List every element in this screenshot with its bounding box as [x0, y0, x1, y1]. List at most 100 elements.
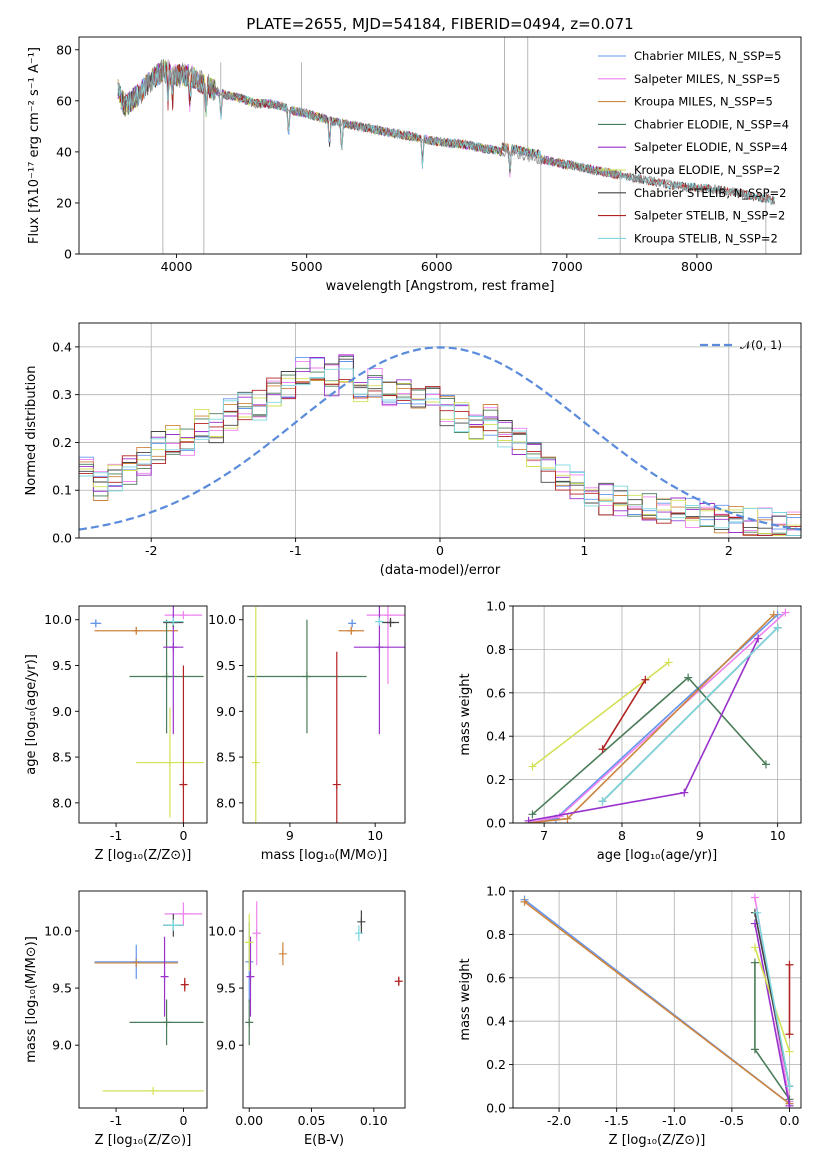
data-point [132, 958, 141, 967]
y-axis-label: mass weight [458, 958, 473, 1040]
plot-frame [512, 890, 802, 1109]
x-tick-label: 8000 [681, 259, 713, 274]
x-tick-label: 8 [618, 828, 626, 843]
data-point [165, 758, 174, 767]
y-tick-label: 0.8 [486, 927, 506, 942]
series-marker [684, 673, 693, 682]
y-tick-label: 0.8 [486, 642, 506, 657]
x-tick-label: 4000 [161, 259, 193, 274]
x-tick-label: -1.0 [662, 1113, 686, 1128]
series-marker [680, 788, 689, 797]
plot-area [90, 606, 204, 823]
plot-area [79, 346, 801, 537]
x-tick-label: -1 [110, 1113, 122, 1128]
series-marker [753, 908, 762, 917]
x-tick-label: 0.05 [298, 1113, 326, 1128]
legend-label: Salpeter STELIB, N_SSP=2 [634, 209, 785, 223]
y-tick-label: 0.6 [486, 970, 506, 985]
series-marker [598, 797, 607, 806]
data-point [246, 972, 255, 981]
data-point [357, 917, 366, 926]
series-marker [520, 897, 529, 906]
data-point [169, 617, 178, 626]
y-tick-label: 0.2 [486, 772, 506, 787]
x-tick-label: -2 [145, 543, 157, 558]
y-axis-label: Flux [fλ10⁻¹⁷ erg cm⁻² s⁻¹ A⁻¹] [27, 47, 42, 244]
series-marker [785, 1101, 794, 1108]
y-tick-label: 0.0 [486, 816, 506, 831]
x-tick-label: 10 [367, 828, 383, 843]
series-marker [528, 762, 537, 771]
y-tick-label: 0.6 [486, 685, 506, 700]
y-tick-label: 8.0 [52, 795, 72, 810]
x-tick-label: 9 [286, 828, 294, 843]
y-tick-label: 9.0 [216, 1038, 236, 1053]
data-point [348, 619, 357, 628]
data-point [179, 611, 188, 620]
data-point [332, 780, 341, 789]
y-tick-label: 0.0 [52, 531, 72, 546]
histogram-step [79, 368, 801, 537]
x-tick-label: 2 [725, 543, 733, 558]
y-tick-label: 0.4 [486, 1014, 506, 1029]
x-tick-label: 5000 [291, 259, 323, 274]
series-marker [781, 608, 790, 617]
y-tick-label: 8.0 [216, 795, 236, 810]
x-axis-label: Z [log₁₀(Z/Z⊙)] [609, 1133, 706, 1148]
y-tick-label: 10.0 [44, 612, 72, 627]
legend-label: Kroupa STELIB, N_SSP=2 [634, 231, 778, 245]
x-tick-label: -0.5 [720, 1113, 744, 1128]
y-tick-label: 0.2 [486, 1057, 506, 1072]
series-marker [750, 1045, 759, 1054]
y-tick-label: 0.1 [52, 483, 72, 498]
plot-area [520, 893, 794, 1108]
legend-label: Salpeter MILES, N_SSP=5 [634, 72, 780, 86]
data-point [169, 643, 178, 652]
series-line [756, 912, 791, 1087]
data-point [162, 1018, 171, 1027]
data-point [252, 929, 261, 938]
series-marker [754, 634, 763, 643]
plot-frame [512, 605, 802, 824]
plot-frame [78, 890, 208, 1109]
chart-title: PLATE=2655, MJD=54184, FIBERID=0494, z=0… [246, 15, 633, 33]
series-marker [773, 623, 782, 632]
data-point [179, 909, 188, 918]
x-axis-label: Z [log₁₀(Z/Z⊙)] [95, 848, 192, 863]
x-axis-label: mass [log₁₀(M/M⊙)] [261, 848, 388, 863]
x-tick-label: 0.00 [235, 1113, 263, 1128]
y-tick-label: 20 [56, 195, 72, 210]
y-tick-label: 0.4 [486, 729, 506, 744]
y-axis-label: mass weight [458, 673, 473, 755]
normal-curve [79, 346, 801, 531]
y-tick-label: 9.5 [216, 981, 236, 996]
series-marker [524, 816, 533, 823]
x-axis-label: wavelength [Angstrom, rest frame] [326, 279, 555, 294]
x-axis-label: (data-model)/error [380, 563, 501, 578]
x-tick-label: -1.5 [604, 1113, 628, 1128]
series-marker [750, 958, 759, 967]
legend-label: Chabrier STELIB, N_SSP=2 [634, 186, 786, 200]
y-tick-label: 9.5 [52, 981, 72, 996]
legend-label: 𝒩(0, 1) [740, 338, 782, 352]
y-tick-label: 80 [56, 42, 72, 57]
y-tick-label: 0.2 [52, 435, 72, 450]
y-tick-label: 8.5 [216, 750, 236, 765]
x-tick-label: 0.0 [780, 1113, 800, 1128]
y-tick-label: 9.0 [52, 704, 72, 719]
x-tick-label: -1 [289, 543, 301, 558]
series-marker [750, 943, 759, 952]
data-point [162, 672, 171, 681]
x-tick-label: 0 [179, 828, 187, 843]
data-point [251, 758, 260, 767]
series-marker [785, 960, 794, 969]
plot-area [245, 901, 403, 1046]
x-tick-label: 6000 [421, 259, 453, 274]
y-tick-label: 0.0 [486, 1101, 506, 1116]
y-tick-label: 10.0 [44, 923, 72, 938]
x-axis-label: age [log₁₀(age/yr)] [597, 848, 718, 863]
x-tick-label: 9 [696, 828, 704, 843]
spectrum-data-line [117, 59, 776, 206]
y-tick-label: 0 [64, 247, 72, 262]
